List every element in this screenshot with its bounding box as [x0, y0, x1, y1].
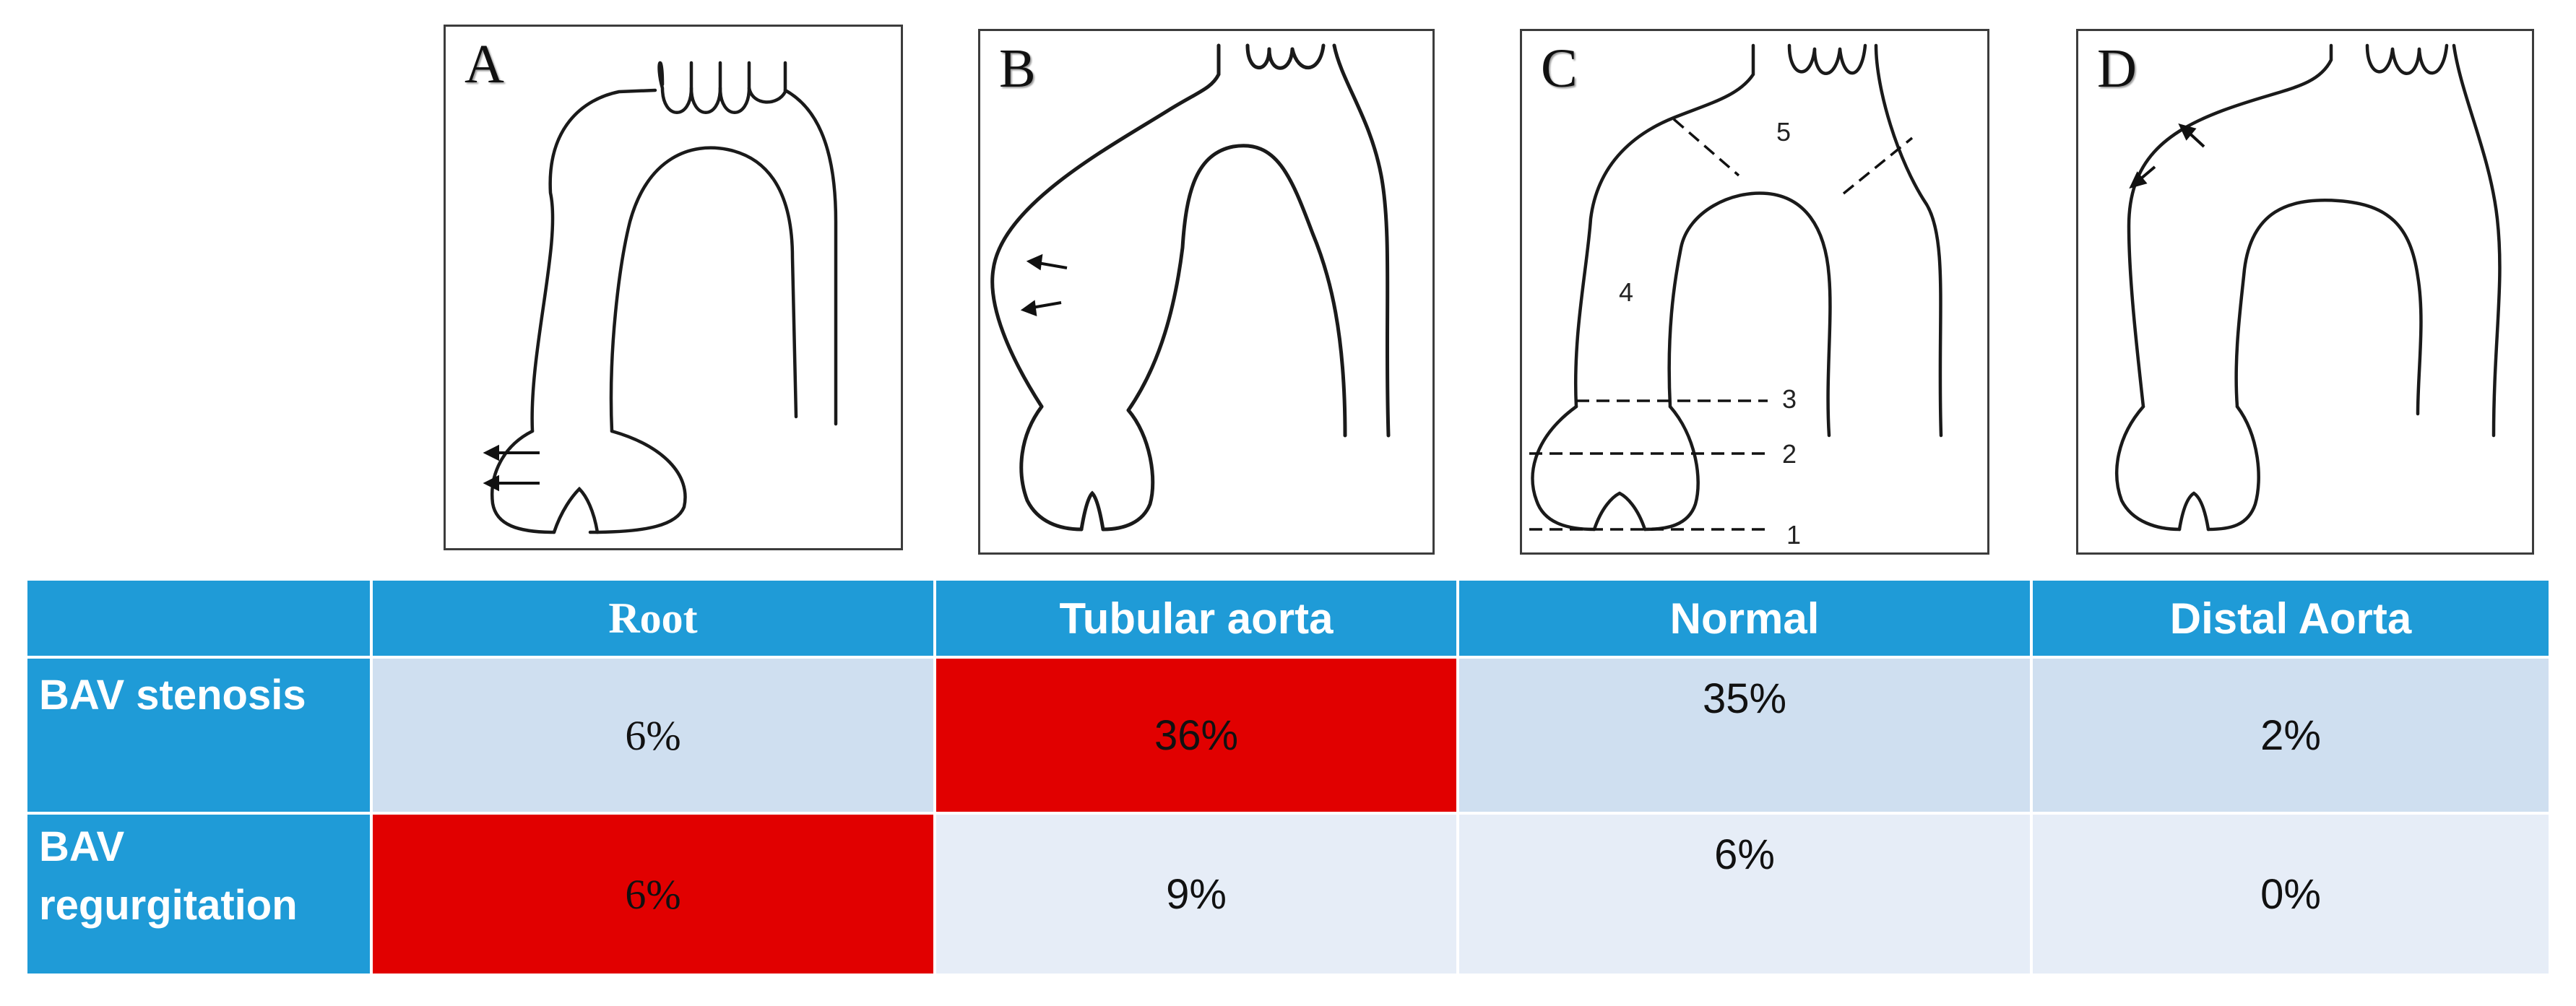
row-label-bav-regurgitation: BAV regurgitation: [27, 815, 370, 974]
arch-branch-2: [2390, 47, 2421, 75]
valve-cusp-left: [552, 486, 600, 534]
cell-stenosis-normal: 35%: [1459, 659, 2030, 812]
arrows-b: [1020, 253, 1068, 317]
segment-label-1: 1: [1786, 520, 1801, 550]
aorta-outer-right: [783, 88, 838, 426]
arch-branch-1: [2365, 43, 2395, 74]
cell-regurgitation-distal-aorta: 0%: [2033, 815, 2549, 974]
table-row-bav-regurgitation: BAV regurgitation 6% 9% 6% 0%: [27, 815, 2549, 974]
segment-label-2: 2: [1782, 439, 1797, 469]
aortic-root-right: [2206, 404, 2260, 532]
arch-branch-3: [2417, 43, 2449, 75]
aortic-root-right: [588, 429, 687, 534]
row-label-text: BAV stenosis: [39, 672, 306, 719]
aorta-inner-wall: [1667, 191, 1832, 438]
aorta-outer-wall: [990, 43, 1221, 409]
aorta-inner-wall: [1126, 144, 1347, 438]
panel-a-letter: A: [464, 34, 504, 95]
header-distal-aorta: Distal Aorta: [2033, 581, 2549, 656]
bav-phenotype-table: Root Tubular aorta Normal Distal Aorta B…: [25, 578, 2551, 976]
cell-regurgitation-normal: 6%: [1459, 815, 2030, 974]
panel-c-normal-segments: C 1 2 3 4 5: [1520, 29, 1989, 555]
segment-label-3: 3: [1782, 384, 1797, 414]
panel-b-tubular-dilation: B: [978, 29, 1435, 555]
valve-cusp: [2177, 491, 2210, 532]
header-normal: Normal: [1459, 581, 2030, 656]
cell-regurgitation-root: 6%: [373, 815, 933, 974]
arch-branch-3: [1838, 43, 1867, 75]
aorta-outer-right: [1332, 43, 1391, 438]
row-label-bav-stenosis: BAV stenosis: [27, 659, 370, 812]
aorta-inner-wall: [609, 146, 798, 433]
aorta-inner-wall: [2234, 199, 2423, 416]
cell-regurgitation-tubular-aorta: 9%: [936, 815, 1456, 974]
arch-branch-1: [657, 61, 693, 114]
aortic-root-right: [1101, 408, 1155, 532]
aortic-root-left: [1531, 404, 1596, 532]
aorta-drawing-b: [990, 43, 1391, 532]
row-label-text: BAV regurgitation: [39, 823, 298, 929]
arrows-d: [2129, 123, 2205, 189]
aorta-outer-wall: [1573, 43, 1755, 409]
aortic-root-sinus: [490, 429, 556, 534]
arch-branch-1: [1787, 43, 1817, 74]
cell-stenosis-distal-aorta: 2%: [2033, 659, 2549, 812]
arch-branch-1: [1245, 43, 1271, 70]
aorta-drawing-c: 1 2 3 4 5: [1529, 43, 1943, 550]
panel-c-letter: C: [1541, 38, 1578, 99]
arch-branch-4: [747, 61, 787, 104]
header-tubular-aorta: Tubular aorta: [936, 581, 1456, 656]
aorta-drawing-d: [2115, 43, 2502, 532]
segment-label-5: 5: [1776, 117, 1791, 147]
table-row-bav-stenosis: BAV stenosis 6% 36% 35% 2%: [27, 659, 2549, 812]
aortic-root-left: [2115, 404, 2182, 532]
aorta-outer-right: [2452, 43, 2502, 438]
panel-a-root-dilation: A: [444, 25, 903, 550]
arch-branch-2: [1267, 47, 1295, 70]
arch-branch-3: [718, 61, 751, 114]
valve-cusp: [1079, 490, 1105, 532]
table-header-row: Root Tubular aorta Normal Distal Aorta: [27, 581, 2549, 656]
aorta-outer-wall: [530, 88, 657, 433]
panel-d-letter: D: [2097, 38, 2137, 99]
cell-stenosis-root: 6%: [373, 659, 933, 812]
valve-cusp: [1592, 491, 1647, 532]
arrows-a: [483, 444, 540, 492]
aortic-root-left: [1019, 404, 1084, 532]
cell-stenosis-tubular-aorta: 36%: [936, 659, 1456, 812]
header-corner-cell: [27, 581, 370, 656]
aortic-root-right: [1643, 404, 1700, 532]
panel-b-letter: B: [999, 38, 1036, 99]
arch-branch-3: [1290, 43, 1326, 70]
segment-dividers: [1529, 118, 1914, 531]
aorta-drawing-a: [483, 61, 838, 534]
aorta-outer-wall: [2127, 43, 2333, 409]
header-root: Root: [373, 581, 933, 656]
segment-label-4: 4: [1619, 277, 1633, 307]
panel-d-distal-dilation: D: [2076, 29, 2534, 555]
arch-branch-2: [1812, 47, 1842, 75]
aorta-outer-right: [1874, 43, 1943, 438]
arch-branch-2: [689, 61, 722, 114]
